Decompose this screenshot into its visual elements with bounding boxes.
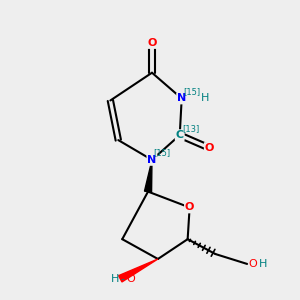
Text: O: O bbox=[127, 274, 136, 284]
Text: -: - bbox=[121, 274, 124, 284]
Text: H: H bbox=[110, 274, 119, 284]
Text: H: H bbox=[201, 93, 209, 103]
Text: O: O bbox=[249, 259, 257, 269]
Text: [13]: [13] bbox=[182, 124, 199, 133]
Text: [15]: [15] bbox=[183, 87, 200, 96]
Text: O: O bbox=[147, 38, 157, 48]
Text: O: O bbox=[205, 143, 214, 153]
Text: C: C bbox=[176, 130, 184, 140]
Text: [15]: [15] bbox=[154, 148, 171, 158]
Text: N: N bbox=[177, 94, 186, 103]
Text: H: H bbox=[258, 259, 267, 269]
Text: N: N bbox=[147, 155, 157, 165]
Polygon shape bbox=[145, 160, 152, 192]
Polygon shape bbox=[118, 259, 158, 282]
Text: O: O bbox=[185, 202, 194, 212]
